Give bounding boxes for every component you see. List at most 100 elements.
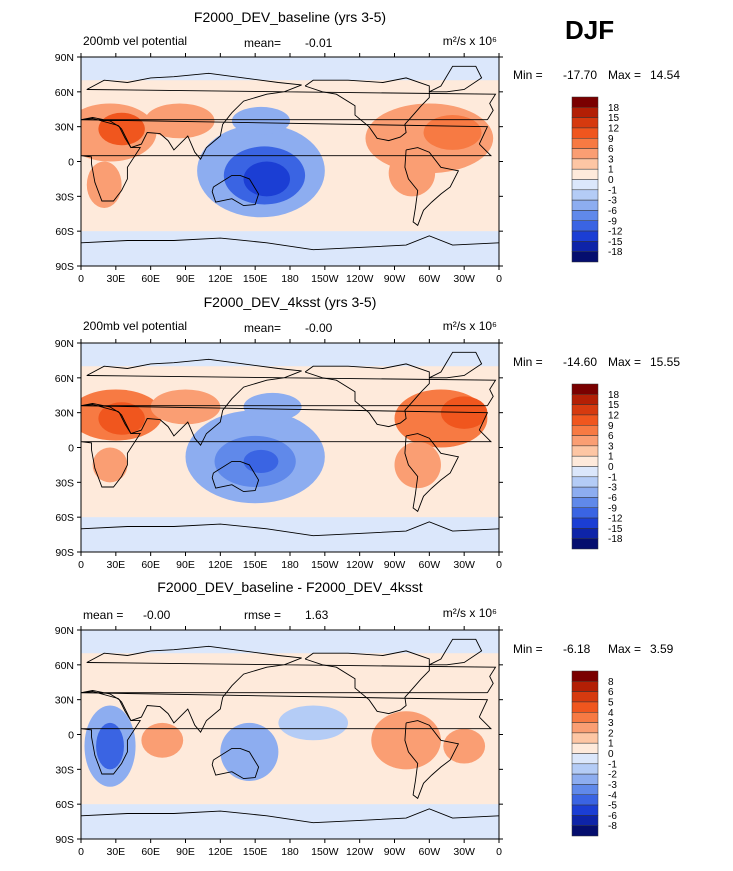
mean-value: -0.01 — [305, 36, 333, 50]
colorbar-label: -18 — [608, 247, 623, 258]
x-tick-label: 150E — [243, 559, 268, 571]
x-tick-label: 180 — [281, 273, 299, 285]
units-label: m²/s x 10⁶ — [443, 319, 497, 333]
colorbar-label: 15 — [608, 400, 620, 411]
contour-region — [92, 447, 128, 483]
y-tick-label: 90N — [55, 625, 74, 637]
y-tick-label: 60S — [55, 512, 74, 524]
colorbar-label: 3 — [608, 718, 614, 729]
y-tick-label: 30N — [55, 695, 74, 707]
colorbar-box — [571, 414, 599, 426]
x-tick-label: 30W — [453, 273, 475, 285]
contour-region — [371, 711, 441, 770]
x-tick-label: 60E — [141, 846, 160, 858]
colorbar-label: 3 — [608, 154, 614, 165]
colorbar-box — [571, 251, 599, 263]
colorbar-box — [571, 497, 599, 508]
coastline — [429, 65, 483, 93]
map-axes: 0 30E 60E 90E 120E 150E 180 150W 120W 90W 60W 30W 09… — [55, 338, 503, 571]
x-tick-label: 120W — [346, 846, 374, 858]
colorbar-box — [571, 794, 599, 806]
colorbar-label: 8 — [608, 677, 614, 688]
min-label: Min = — [513, 642, 543, 656]
colorbar-box — [571, 722, 599, 734]
x-tick-label: 150W — [311, 559, 339, 571]
colorbar-label: 0 — [608, 462, 614, 473]
colorbar-box — [571, 189, 599, 201]
colorbar-label: 0 — [608, 749, 614, 760]
colorbar-box — [571, 742, 599, 754]
panel-title: F2000_DEV_baseline (yrs 3-5) — [194, 9, 386, 25]
colorbar-box — [571, 732, 599, 744]
coastline — [404, 147, 460, 227]
x-tick-label: 120E — [208, 273, 233, 285]
units-label: m²/s x 10⁶ — [443, 606, 497, 620]
min-value: -17.70 — [563, 68, 597, 82]
x-tick-label: 30W — [453, 559, 475, 571]
x-tick-label: 60W — [419, 273, 441, 285]
mean-value: -0.00 — [305, 321, 333, 335]
x-tick-label: 150E — [243, 273, 268, 285]
colorbar-box — [571, 230, 599, 242]
x-tick-label: 0 — [78, 559, 84, 571]
contour-region — [278, 705, 349, 741]
max-value: 14.54 — [650, 68, 680, 82]
panel-baseline: F2000_DEV_baseline (yrs 3-5) 200mb vel p… — [55, 9, 681, 285]
colorbar-label: -3 — [608, 483, 617, 494]
contour-region — [443, 728, 486, 764]
colorbar-box — [571, 127, 599, 139]
coastline — [81, 118, 492, 202]
y-tick-label: 90N — [55, 52, 74, 64]
colorbar-label: -6 — [608, 206, 617, 217]
mean-label: mean= — [244, 36, 281, 50]
contour-region — [141, 722, 184, 758]
colorbar-box — [571, 681, 599, 692]
contour-region — [243, 161, 290, 197]
colorbar-label: -3 — [608, 780, 617, 791]
colorbar-box — [571, 435, 599, 447]
y-tick-label: 60S — [55, 226, 74, 238]
y-tick-label: 60N — [55, 87, 74, 99]
colorbar-box — [571, 466, 599, 478]
colorbar-box — [571, 394, 599, 405]
colorbar-box — [571, 445, 599, 457]
x-tick-label: 60E — [141, 559, 160, 571]
x-tick-label: 120W — [346, 559, 374, 571]
max-label: Max = — [608, 355, 641, 369]
colorbar-label: 6 — [608, 687, 614, 698]
left-label: 200mb vel potential — [83, 319, 187, 333]
y-tick-label: 0 — [68, 157, 74, 169]
x-tick-label: 150W — [311, 846, 339, 858]
max-value: 15.55 — [650, 355, 680, 369]
colorbar-label: -12 — [608, 227, 623, 238]
x-tick-label: 90E — [176, 846, 195, 858]
colorbar-box — [571, 476, 599, 488]
min-label: Min = — [513, 355, 543, 369]
colorbar-box — [571, 96, 599, 108]
coastline — [429, 351, 483, 379]
colorbar-label: 3 — [608, 441, 614, 452]
contour-region — [98, 402, 145, 435]
min-value: -14.60 — [563, 355, 597, 369]
map-axes: 0 30E 60E 90E 120E 150E 180 150W 120W 90W 60W 30W 09… — [55, 625, 503, 858]
colorbar-label: -8 — [608, 821, 617, 832]
contour-region — [86, 161, 122, 208]
y-tick-label: 90N — [55, 338, 74, 350]
x-tick-label: 0 — [78, 273, 84, 285]
contour-region — [423, 115, 482, 150]
rmse-value: 1.63 — [305, 608, 329, 622]
mean-value: -0.00 — [143, 608, 171, 622]
colorbar-box — [571, 425, 599, 436]
colorbar-label: 1 — [608, 452, 614, 463]
x-tick-label: 0 — [496, 273, 502, 285]
colorbar-box — [571, 670, 599, 682]
x-tick-label: 60W — [419, 846, 441, 858]
min-label: Min = — [513, 68, 543, 82]
mean-label: mean= — [244, 321, 281, 335]
colorbar-box — [571, 804, 599, 816]
colorbar-label: -6 — [608, 493, 617, 504]
